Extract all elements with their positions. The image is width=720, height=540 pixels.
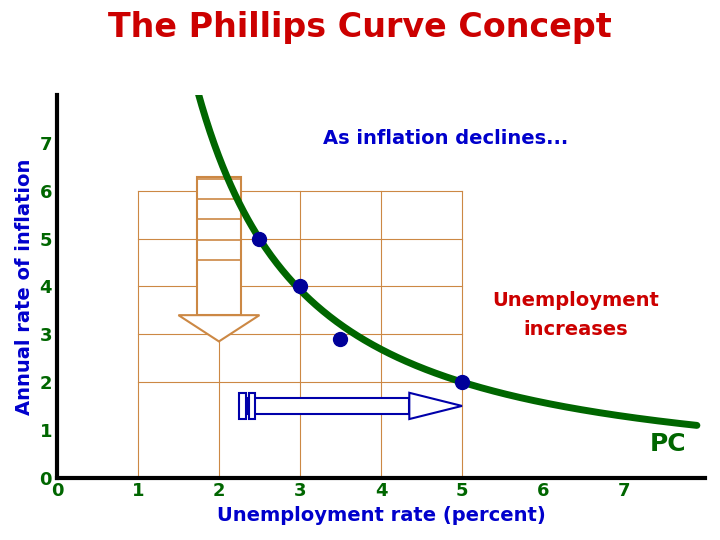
Text: increases: increases: [523, 320, 628, 339]
Bar: [249, 393, 256, 419]
X-axis label: Unemployment rate (percent): Unemployment rate (percent): [217, 506, 545, 525]
Text: Unemployment: Unemployment: [492, 291, 659, 310]
Text: The Phillips Curve Concept: The Phillips Curve Concept: [108, 11, 612, 44]
Polygon shape: [179, 315, 259, 341]
Bar: [239, 393, 246, 419]
Y-axis label: Annual rate of inflation: Annual rate of inflation: [15, 158, 34, 415]
Polygon shape: [409, 393, 462, 419]
Bar: [247, 397, 409, 414]
Bar: [197, 177, 241, 315]
Text: As inflation declines...: As inflation declines...: [323, 129, 568, 148]
Text: PC: PC: [650, 432, 687, 456]
